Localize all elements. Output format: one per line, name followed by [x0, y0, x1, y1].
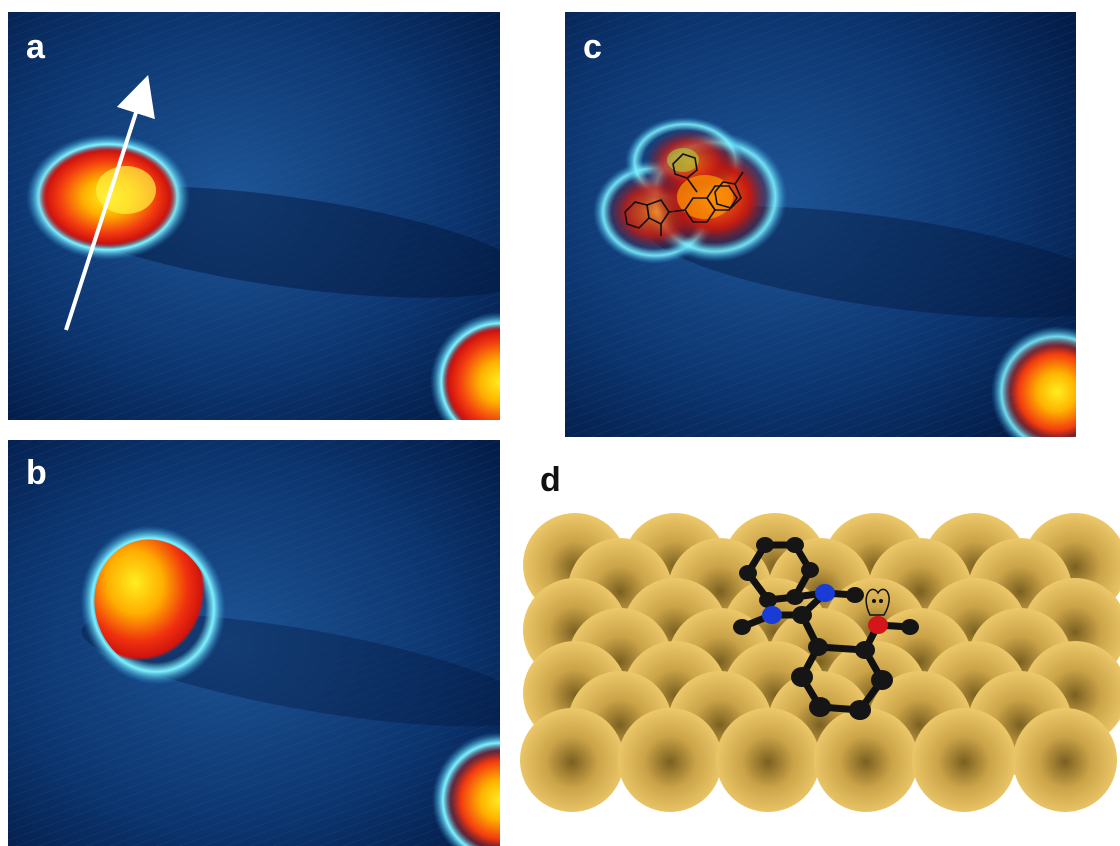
gold-surface [520, 513, 1120, 812]
gold-surface-model: d [520, 455, 1120, 846]
panel-label-d: d [540, 461, 561, 499]
panel-label-a: a [26, 28, 45, 66]
stm-image-b: b [8, 440, 500, 846]
molecule-overlay [624, 153, 744, 236]
panel-label-c: c [583, 28, 602, 66]
stm-image-a: a [8, 12, 500, 420]
molecule-model [733, 537, 919, 720]
stm-image-c: c [565, 12, 1076, 437]
panel-label-b: b [26, 454, 47, 492]
scan-direction-arrow [64, 74, 155, 331]
